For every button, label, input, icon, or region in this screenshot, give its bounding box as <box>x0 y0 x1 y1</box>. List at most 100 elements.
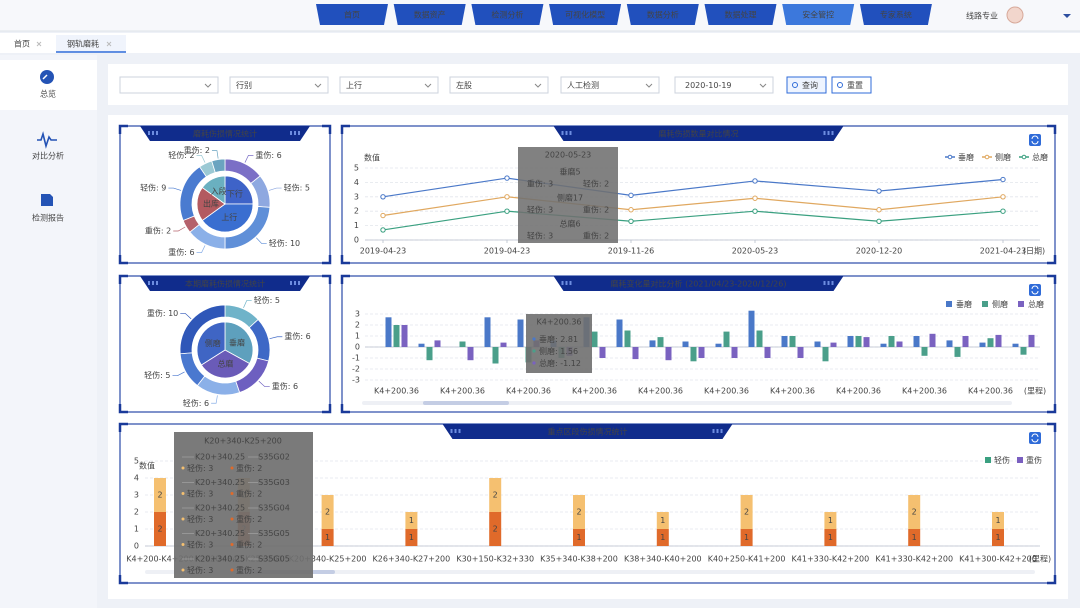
sidebar-item[interactable]: 检测报告 <box>32 213 64 223</box>
panel-title-deco <box>298 281 300 285</box>
tab[interactable]: 首页 <box>14 39 30 49</box>
select-caret <box>759 83 767 88</box>
bar <box>987 338 994 347</box>
tooltip-header: S35G03 <box>258 478 290 487</box>
scrollbar-thumb[interactable] <box>423 401 509 405</box>
nav-item[interactable] <box>704 4 777 25</box>
ring-label: 重伤: 6 <box>284 331 310 341</box>
scrollbar-track <box>362 401 1012 405</box>
nav-item-label: 数据处理 <box>725 10 757 20</box>
y-tick-label: 4 <box>354 178 359 187</box>
y-tick-label: -2 <box>352 365 360 374</box>
x-tick-label: K35+340-K38+200 <box>540 555 618 564</box>
panel-corner <box>322 255 332 265</box>
bar <box>731 347 738 358</box>
nav-item[interactable] <box>782 4 855 25</box>
panel-corner <box>322 274 332 284</box>
nav-item[interactable] <box>316 4 388 25</box>
segment-label: 2 <box>157 491 162 500</box>
point <box>752 195 758 201</box>
sidebar-item[interactable]: 对比分析 <box>32 151 64 161</box>
legend-label: 垂磨 <box>956 299 972 309</box>
x-tick-label: K40+250-K41+200 <box>708 555 786 564</box>
x-tick-label: K41+300-K42+200 <box>959 555 1037 564</box>
tooltip-header: S35G05 <box>258 555 290 564</box>
nav-item[interactable] <box>393 4 466 25</box>
tab[interactable]: 钢轨磨耗 <box>67 39 99 49</box>
nav-item[interactable] <box>549 4 622 25</box>
tooltip <box>174 432 313 578</box>
panel-corner <box>118 404 128 414</box>
tooltip-row: 轻伤: 3 <box>527 231 553 241</box>
panel-corner <box>118 255 128 265</box>
panel-title-deco <box>290 281 292 285</box>
select-value: 上行 <box>346 80 362 90</box>
panel-title: 磨耗伤损情况统计 <box>193 129 257 139</box>
pie-slice <box>224 321 254 365</box>
select[interactable] <box>229 76 329 94</box>
bar <box>995 334 1002 347</box>
select[interactable] <box>339 76 439 94</box>
leader-line <box>180 313 192 320</box>
point <box>876 188 882 194</box>
bar <box>517 319 524 347</box>
nav-item[interactable] <box>859 4 932 25</box>
panel-title-bg <box>140 276 310 291</box>
stack-segment <box>824 512 837 529</box>
bar <box>781 336 788 347</box>
line <box>382 196 1004 217</box>
y-tick-label: 4 <box>134 474 139 483</box>
x-tick-label: K4+200.36 <box>704 387 749 396</box>
panel-title-deco <box>148 281 150 285</box>
legend-label: 侧磨 <box>992 299 1008 309</box>
panel-title-deco <box>290 131 292 135</box>
leader-line <box>256 237 267 244</box>
tooltip-title: 2020-05-23 <box>545 151 592 160</box>
bar <box>393 325 400 347</box>
segment-label: 2 <box>493 525 498 534</box>
sidebar-item[interactable]: 总览 <box>40 89 56 99</box>
bar <box>880 343 887 347</box>
nav-item[interactable] <box>471 4 544 25</box>
tooltip-dot <box>230 466 234 470</box>
button[interactable] <box>831 76 872 94</box>
select[interactable] <box>119 76 219 94</box>
nav-item[interactable] <box>626 4 699 25</box>
nav-item-label: 检测分析 <box>491 10 523 20</box>
point <box>1000 208 1006 214</box>
x-tick-label: 2019-04-23 <box>484 247 531 256</box>
ring-label: 轻伤: 5 <box>254 295 280 305</box>
panel-title-deco <box>156 131 158 135</box>
tooltip-row: 轻伤: 3 <box>187 463 213 473</box>
y-tick-label: 1 <box>355 332 360 341</box>
bar <box>632 347 639 360</box>
y-tick-label: -3 <box>352 376 360 385</box>
select-value: 行别 <box>236 80 252 90</box>
bar <box>385 317 392 347</box>
leader-line <box>211 395 218 404</box>
legend-swatch <box>1018 301 1024 307</box>
bar <box>954 347 961 357</box>
x-tick-label: K30+150-K32+330 <box>456 555 534 564</box>
tooltip-header: K20+340.25 <box>195 478 245 487</box>
tooltip-row: 重伤: 2 <box>236 489 262 499</box>
panel-title-deco <box>827 281 830 285</box>
tooltip-dot <box>230 492 234 495</box>
tooltip-dot <box>181 492 185 495</box>
tooltip-row: 重伤: 2 <box>236 514 262 524</box>
tooltip-dot <box>230 543 234 546</box>
select[interactable] <box>674 76 774 94</box>
bar <box>723 331 730 347</box>
button[interactable] <box>786 76 827 94</box>
user-caret[interactable] <box>1063 14 1071 18</box>
avatar[interactable] <box>1006 6 1024 24</box>
y-tick-label: 3 <box>354 192 359 201</box>
select[interactable] <box>560 76 660 94</box>
legend-swatch <box>1017 457 1023 463</box>
legend-swatch <box>982 301 988 307</box>
overview-icon-needle <box>42 74 48 80</box>
scrollbar-track <box>145 570 1035 574</box>
select[interactable] <box>449 76 549 94</box>
tooltip-row: 轻伤: 3 <box>187 514 213 524</box>
